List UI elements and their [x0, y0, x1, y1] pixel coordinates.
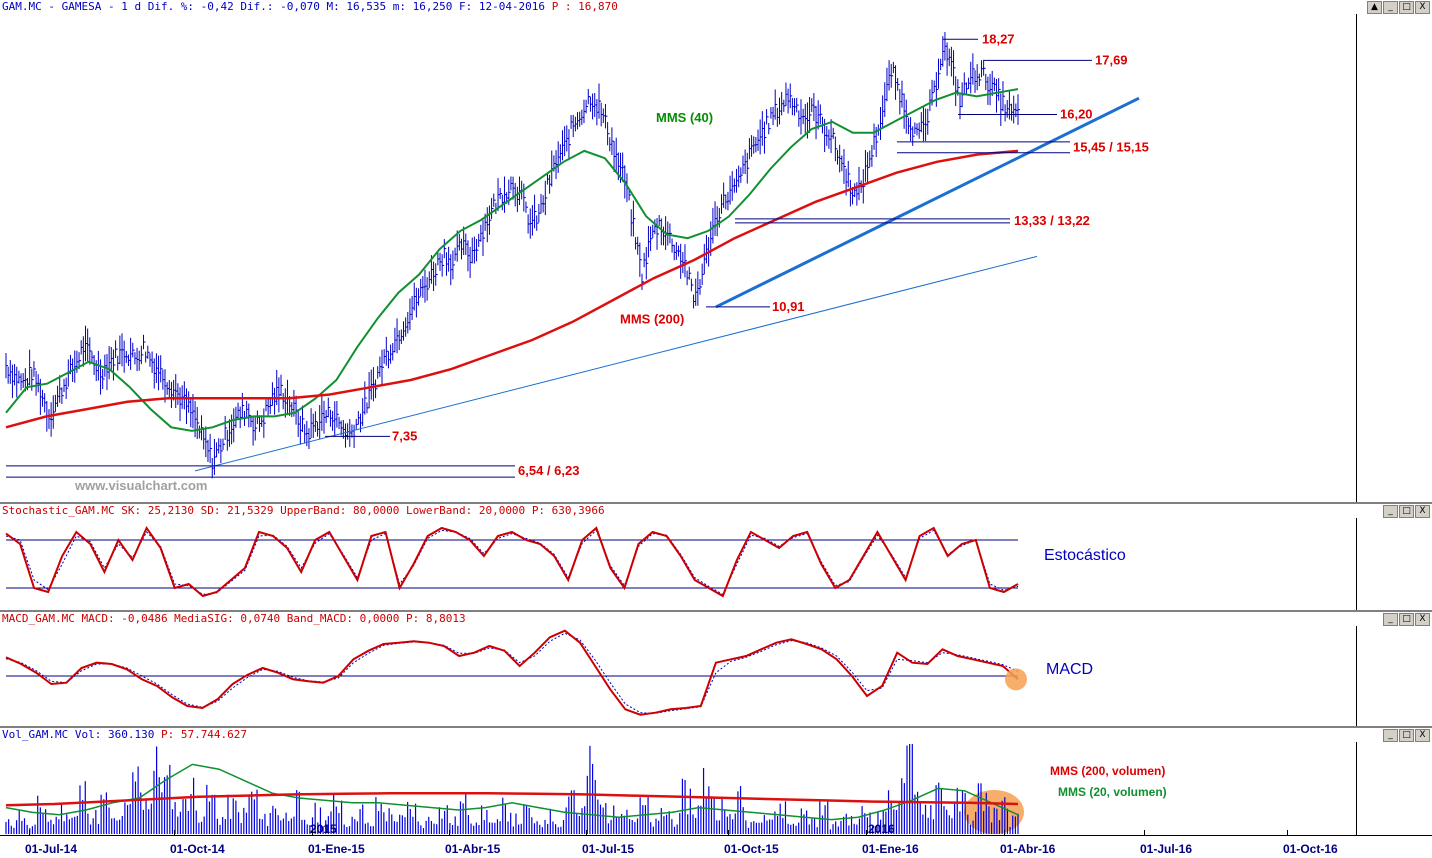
close-button[interactable]: X — [1415, 613, 1430, 626]
price-window-buttons: ▲ _ □ X — [1367, 1, 1430, 14]
price-y-axis — [1356, 14, 1432, 504]
date-tick — [586, 830, 587, 836]
label-1091: 10,91 — [772, 299, 805, 314]
date-tick-label: 01-Oct-16 — [1283, 842, 1338, 856]
scroll-up-button[interactable]: ▲ — [1367, 1, 1382, 14]
year-mark-2016: 2016 — [868, 822, 895, 836]
date-tick — [1144, 830, 1145, 836]
macd-panel-title: MACD_GAM.MC MACD: -0,0486 MediaSIG: 0,07… — [2, 612, 466, 625]
date-tick — [728, 830, 729, 836]
date-tick — [1287, 830, 1288, 836]
maximize-button[interactable]: □ — [1399, 729, 1414, 742]
macd-signal-line — [5, 632, 1019, 714]
label-654-623: 6,54 / 6,23 — [518, 463, 579, 478]
date-tick-label: 01-Abr-16 — [1000, 842, 1056, 856]
date-tick-label: 01-Abr-15 — [445, 842, 501, 856]
mms200-label: MMS (200) — [620, 312, 684, 327]
mms40-line — [5, 88, 1019, 432]
stochastic-y-axis — [1356, 518, 1432, 612]
date-tick — [29, 830, 30, 836]
long-trend-line — [194, 255, 1038, 472]
close-button[interactable]: X — [1415, 1, 1430, 14]
date-tick — [449, 830, 450, 836]
macd-caption: MACD — [1046, 661, 1093, 678]
price-chart[interactable]: 678910111213141516171818,2717,6916,2015,… — [0, 0, 1432, 504]
date-tick-label: 01-Oct-15 — [724, 842, 779, 856]
label-1827: 18,27 — [982, 31, 1015, 46]
label-1769: 17,69 — [1095, 52, 1128, 67]
maximize-button[interactable]: □ — [1399, 505, 1414, 518]
macd-line — [5, 629, 1019, 716]
date-tick — [866, 830, 867, 836]
macd-window-buttons: _ □ X — [1383, 613, 1430, 626]
date-tick — [174, 830, 175, 836]
stochastic-panel-title: Stochastic_GAM.MC SK: 25,2130 SD: 21,532… — [2, 504, 605, 517]
date-axis: 01-Jul-14 01-Oct-14 01-Ene-15 01-Abr-15 01-J… — [0, 830, 1432, 858]
volume-mms20-line — [5, 763, 1019, 821]
volume-window-buttons: _ □ X — [1383, 729, 1430, 742]
close-button[interactable]: X — [1415, 505, 1430, 518]
stochastic-sd-line — [5, 529, 1019, 596]
watermark: www.visualchart.com — [74, 478, 207, 493]
mms40-label: MMS (40) — [656, 110, 713, 125]
maximize-button[interactable]: □ — [1399, 1, 1414, 14]
price-panel-title: GAM.MC - GAMESA - 1 d Dif. %: -0,42 Dif.… — [2, 0, 618, 14]
vol20-legend: MMS (20, volumen) — [1058, 785, 1167, 799]
short-trend-line — [715, 96, 1140, 309]
volume-mms200-line — [5, 791, 1019, 807]
stochastic-caption: Estocástico — [1044, 547, 1126, 564]
date-tick — [312, 830, 313, 836]
volume-chart[interactable]: 20.00040.00060.000x100MMS (200, volumen)… — [0, 728, 1432, 836]
label-735: 7,35 — [392, 428, 417, 443]
label-1545-1515: 15,45 / 15,15 — [1073, 139, 1149, 154]
minimize-button[interactable]: _ — [1383, 1, 1398, 14]
date-tick-label: 01-Jul-14 — [25, 842, 78, 856]
stochastic-window-buttons: _ □ X — [1383, 505, 1430, 518]
date-tick — [1004, 830, 1005, 836]
date-tick-label: 01-Jul-15 — [582, 842, 635, 856]
vol200-legend: MMS (200, volumen) — [1050, 764, 1165, 778]
date-tick-label: 01-Ene-16 — [862, 842, 919, 856]
minimize-button[interactable]: _ — [1383, 613, 1398, 626]
volume-panel-title: Vol_GAM.MC Vol: 360.130 P: 57.744.627 — [2, 728, 248, 741]
stochastic-sk-line — [5, 525, 1019, 598]
stochastic-panel[interactable]: Stochastic_GAM.MC SK: 25,2130 SD: 21,532… — [0, 504, 1432, 612]
minimize-button[interactable]: _ — [1383, 505, 1398, 518]
year-mark-2015: 2015 — [310, 822, 337, 836]
price-panel[interactable]: GAM.MC - GAMESA - 1 d Dif. %: -0,42 Dif.… — [0, 0, 1432, 504]
stochastic-chart[interactable]: 050100Estocástico — [0, 504, 1432, 612]
label-1620: 16,20 — [1060, 107, 1093, 122]
date-tick-label: 01-Ene-15 — [308, 842, 365, 856]
price-info-text: GAM.MC - GAMESA - 1 d Dif. %: -0,42 Dif.… — [2, 0, 546, 13]
label-1333-1322: 13,33 / 13,22 — [1014, 213, 1090, 228]
macd-highlight-circle — [1005, 668, 1027, 691]
volume-y-axis — [1356, 742, 1432, 835]
last-price-text: P : 16,870 — [551, 0, 618, 13]
date-tick-label: 01-Oct-14 — [170, 842, 225, 856]
close-button[interactable]: X — [1415, 729, 1430, 742]
macd-y-axis — [1356, 626, 1432, 728]
maximize-button[interactable]: □ — [1399, 613, 1414, 626]
date-tick-label: 01-Jul-16 — [1140, 842, 1193, 856]
macd-panel[interactable]: MACD_GAM.MC MACD: -0,0486 MediaSIG: 0,07… — [0, 612, 1432, 728]
volume-panel[interactable]: Vol_GAM.MC Vol: 360.130 P: 57.744.627 20… — [0, 728, 1432, 836]
minimize-button[interactable]: _ — [1383, 729, 1398, 742]
mms200-line — [5, 149, 1019, 429]
macd-chart[interactable]: -0,500,5MACD — [0, 612, 1432, 728]
